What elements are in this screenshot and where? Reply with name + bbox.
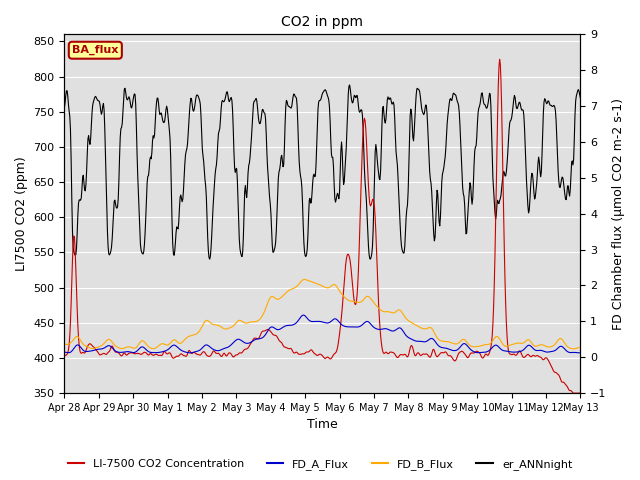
Title: CO2 in ppm: CO2 in ppm [282, 15, 364, 29]
Text: BA_flux: BA_flux [72, 45, 118, 55]
Legend: LI-7500 CO2 Concentration, FD_A_Flux, FD_B_Flux, er_ANNnight: LI-7500 CO2 Concentration, FD_A_Flux, FD… [63, 455, 577, 474]
Y-axis label: FD Chamber flux (μmol CO2 m-2 s-1): FD Chamber flux (μmol CO2 m-2 s-1) [612, 98, 625, 330]
X-axis label: Time: Time [307, 419, 338, 432]
Y-axis label: LI7500 CO2 (ppm): LI7500 CO2 (ppm) [15, 156, 28, 271]
